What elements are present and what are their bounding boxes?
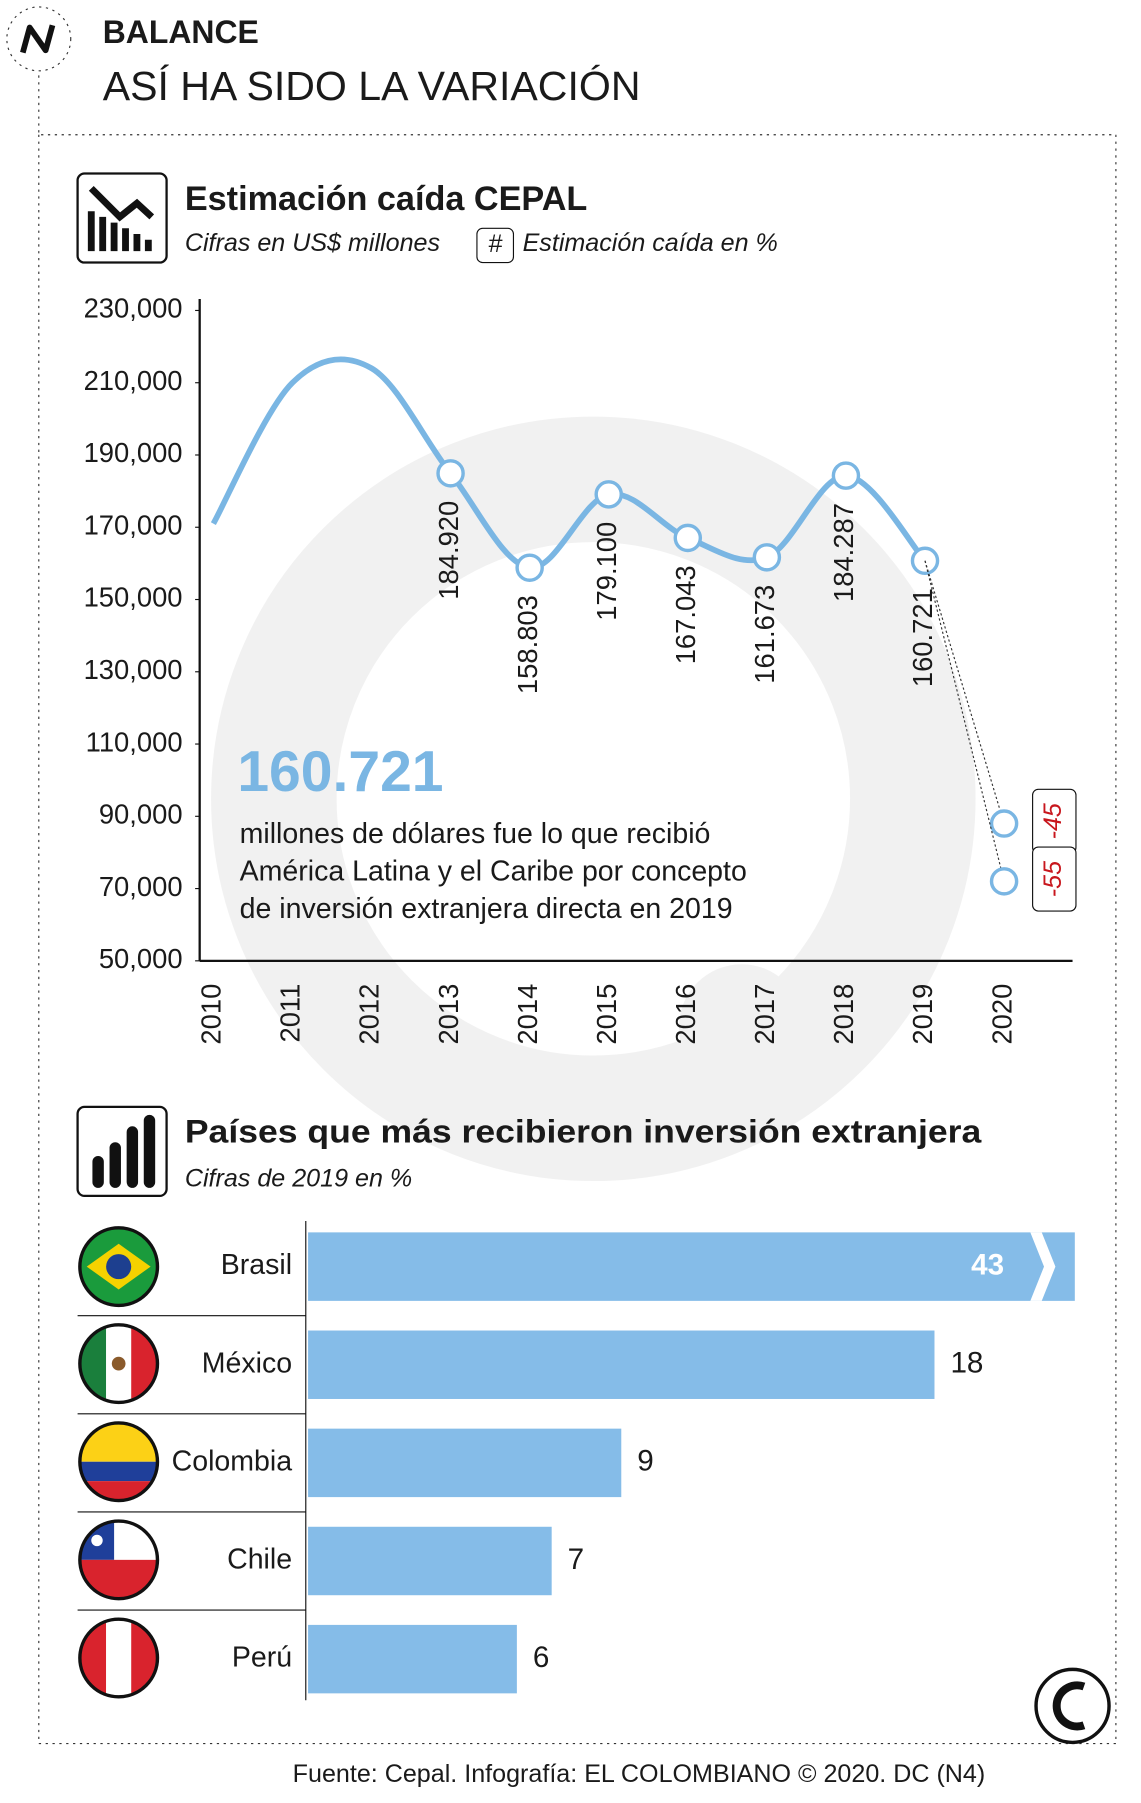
- estimate-point: [989, 867, 1019, 896]
- x-tick-label: 2013: [433, 984, 464, 1045]
- bar: [308, 1526, 552, 1596]
- point: [831, 461, 861, 490]
- brand-logo-c: [1052, 1681, 1086, 1731]
- annotation-text: América Latina y el Caribe por concepto: [240, 856, 747, 888]
- legend-box: [476, 227, 515, 264]
- category-label: Colombia: [172, 1445, 293, 1477]
- bar: [308, 1624, 517, 1694]
- y-tick-label: 110,000: [86, 726, 183, 757]
- projection: [924, 560, 1005, 882]
- x-tick-label: 2012: [354, 984, 385, 1045]
- value-label: 184.920: [433, 501, 464, 600]
- category-label: Brasil: [221, 1249, 292, 1281]
- point: [673, 523, 703, 553]
- annotation-value: 160.721: [237, 740, 443, 804]
- bar: [308, 1232, 1075, 1301]
- estimate-label: -45: [1039, 802, 1067, 839]
- annotation-text: millones de dólares fue lo que recibió: [240, 818, 711, 850]
- chart-subtitle: Cifras en US$ millones: [185, 229, 441, 257]
- y-tick-label: 90,000: [99, 799, 183, 830]
- flags: [78, 1226, 160, 1699]
- logo-n: [20, 24, 56, 54]
- x-tick-label: 2019: [907, 984, 938, 1045]
- y-tick-label: 190,000: [84, 437, 183, 468]
- kicker: BALANCE: [103, 14, 259, 50]
- chart-subtitle: Cifras de 2019 en %: [185, 1165, 412, 1193]
- y-tick-label: 130,000: [84, 654, 183, 685]
- estimate-point: [989, 809, 1019, 838]
- x-tick-label: 2015: [591, 984, 622, 1045]
- point: [594, 480, 623, 509]
- value-label: 179.100: [591, 522, 622, 621]
- footer: Fuente: Cepal. Infografía: EL COLOMBIANO…: [293, 1760, 986, 1788]
- x-tick-label: 2010: [196, 984, 227, 1045]
- bar: [308, 1330, 935, 1399]
- point: [752, 543, 782, 572]
- projection: [924, 560, 1005, 824]
- value-label: 161.673: [749, 585, 780, 684]
- line: [210, 356, 928, 571]
- legend-symbol: #: [488, 230, 503, 258]
- watermark: [211, 416, 976, 1182]
- value-label: 9: [637, 1445, 654, 1478]
- y-tick-label: 210,000: [84, 365, 183, 396]
- y-tick-label: 230,000: [84, 293, 183, 324]
- bar: [308, 1428, 622, 1498]
- category-label: México: [202, 1347, 292, 1379]
- value-label: 160.721: [907, 588, 938, 687]
- y-tick-label: 50,000: [99, 943, 183, 974]
- frame: [38, 68, 1117, 1745]
- y-tick-label: 70,000: [99, 871, 183, 902]
- x-tick-label: 2011: [275, 984, 306, 1043]
- point: [910, 546, 940, 576]
- estimate-label: -55: [1039, 860, 1067, 897]
- x-tick-label: 2020: [986, 984, 1017, 1045]
- value-label: 18: [950, 1347, 983, 1380]
- x-tick-label: 2016: [670, 984, 701, 1045]
- legend-text: Estimación caída en %: [523, 229, 778, 257]
- page-title: ASÍ HA SIDO LA VARIACIÓN: [103, 63, 641, 109]
- point: [436, 459, 465, 488]
- value-label: 6: [533, 1641, 550, 1674]
- icon-down-glyph: [87, 185, 155, 252]
- x-tick-label: 2014: [512, 984, 543, 1045]
- annotation-text: de inversión extranjera directa en 2019: [240, 893, 733, 925]
- brand-logo: [1034, 1667, 1111, 1745]
- value-label: 7: [568, 1543, 585, 1576]
- estimate-box: [1032, 846, 1077, 912]
- value-label: 158.803: [512, 595, 543, 694]
- x-tick-label: 2018: [828, 984, 859, 1045]
- icon-up-glyph: [92, 1114, 156, 1188]
- bar-break: [1030, 1232, 1056, 1301]
- point: [515, 553, 544, 582]
- value-label: 43: [971, 1248, 1004, 1281]
- chart-title: Países que más recibieron inversión extr…: [185, 1114, 982, 1150]
- category-label: Perú: [232, 1642, 292, 1674]
- y-tick-label: 150,000: [84, 582, 183, 613]
- category-label: Chile: [227, 1544, 292, 1576]
- value-label: 167.043: [670, 565, 701, 664]
- value-label: 184.287: [828, 503, 859, 602]
- chart-title: Estimación caída CEPAL: [185, 180, 588, 218]
- x-tick-label: 2017: [749, 984, 780, 1045]
- y-tick-label: 170,000: [84, 509, 183, 540]
